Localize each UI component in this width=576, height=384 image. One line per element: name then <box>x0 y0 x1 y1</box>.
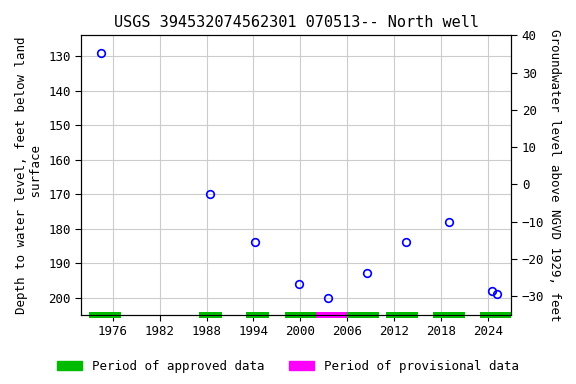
Bar <box>386 312 418 318</box>
Bar <box>199 312 222 318</box>
Bar <box>433 312 464 318</box>
Bar <box>285 312 316 318</box>
Title: USGS 394532074562301 070513-- North well: USGS 394532074562301 070513-- North well <box>114 15 479 30</box>
Legend: Period of approved data, Period of provisional data: Period of approved data, Period of provi… <box>52 355 524 378</box>
Bar <box>89 312 120 318</box>
Bar <box>480 312 511 318</box>
Y-axis label: Depth to water level, feet below land
 surface: Depth to water level, feet below land su… <box>15 36 43 314</box>
Y-axis label: Groundwater level above NGVD 1929, feet: Groundwater level above NGVD 1929, feet <box>548 29 561 321</box>
Bar <box>245 312 269 318</box>
Bar <box>347 312 378 318</box>
Bar <box>316 312 347 318</box>
